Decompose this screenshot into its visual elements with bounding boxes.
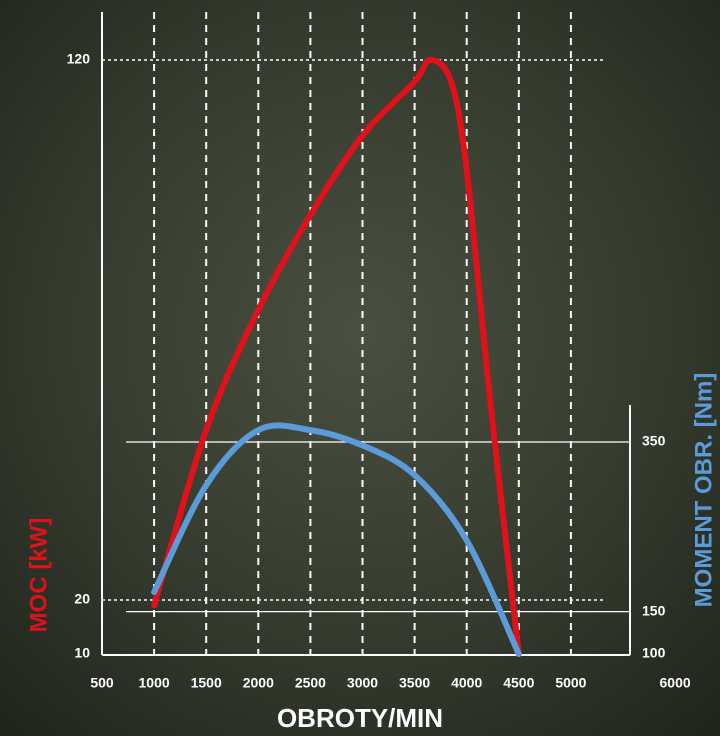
x-axis-label: OBROTY/MIN bbox=[277, 703, 443, 733]
x-tick-label: 1500 bbox=[191, 675, 222, 691]
y2-axis-label: MOMENT OBR. [Nm] bbox=[690, 373, 717, 608]
y-tick-label: 10 bbox=[74, 645, 90, 661]
x-tick-label: 2000 bbox=[243, 675, 274, 691]
x-tick-label: 3500 bbox=[399, 675, 430, 691]
y-tick-label: 20 bbox=[74, 591, 90, 607]
y2-tick-label: 150 bbox=[642, 602, 666, 618]
x-tick-label: 4000 bbox=[451, 675, 482, 691]
x-tick-label: 2500 bbox=[295, 675, 326, 691]
x-tick-label: 500 bbox=[90, 675, 114, 691]
y-tick-label: 120 bbox=[67, 51, 91, 67]
x-tick-label: 4500 bbox=[503, 675, 534, 691]
chart: OBROTY/MIN MOC [kW] MOMENT OBR. [Nm] 500… bbox=[0, 0, 720, 736]
x-tick-label: 6000 bbox=[660, 675, 691, 691]
y-axis-label: MOC [kW] bbox=[25, 518, 52, 633]
x-tick-label: 1000 bbox=[139, 675, 170, 691]
x-tick-label: 3000 bbox=[347, 675, 378, 691]
x-tick-label: 5000 bbox=[555, 675, 586, 691]
y2-tick-label: 350 bbox=[642, 433, 666, 449]
background bbox=[0, 0, 720, 736]
y2-tick-label: 100 bbox=[642, 645, 666, 661]
